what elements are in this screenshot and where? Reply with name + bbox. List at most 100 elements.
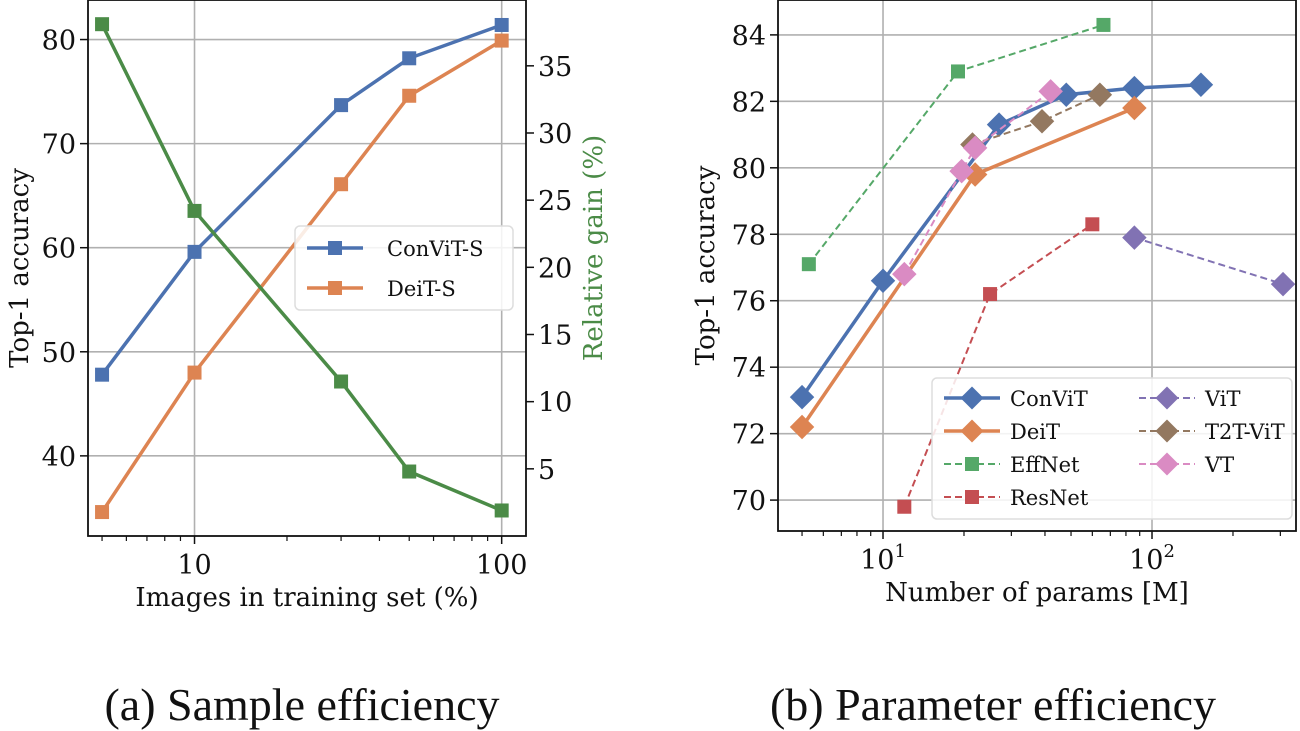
y2-tick-label: 35 (538, 52, 572, 83)
x-tick-label: 101 (860, 541, 906, 576)
data-point-diamond (1122, 225, 1147, 250)
y-tick-label: 60 (42, 234, 76, 265)
legend-item-deit: DeiT (944, 419, 1060, 444)
data-point-square (187, 365, 202, 380)
legend-label: DeiT (1010, 420, 1060, 444)
data-point-diamond (960, 419, 984, 443)
data-point-diamond (1122, 75, 1147, 101)
axes-frame (87, 0, 527, 537)
data-point-diamond (960, 386, 984, 410)
data-point-square (494, 33, 509, 48)
data-point-diamond (1087, 82, 1113, 107)
legend-label: T2T-ViT (1205, 420, 1285, 444)
x-axis-label: Images in training set (%) (135, 583, 478, 613)
data-point-square (983, 287, 998, 302)
y-tick-label: 72 (732, 420, 766, 451)
legend-item-deit-s: DeiT-S (307, 277, 456, 301)
y-tick-label: 80 (42, 26, 76, 57)
y-tick-label: 40 (42, 442, 76, 473)
legend: ConViT-S DeiT-S (294, 225, 514, 311)
legend-label: ConViT-S (387, 237, 484, 261)
data-point-diamond (870, 268, 896, 294)
data-point-square (950, 64, 965, 79)
data-point-square (965, 490, 979, 504)
legend-item-resnet: ResNet (944, 486, 1089, 510)
data-point-square (95, 367, 110, 382)
data-point-diamond (1054, 82, 1079, 107)
data-point-diamond (1155, 419, 1179, 443)
y-tick-label: 74 (732, 353, 766, 384)
legend-label: ConViT (1010, 387, 1088, 411)
series-deit-s (95, 33, 509, 520)
data-point-diamond (1155, 386, 1179, 410)
data-point-square (1085, 217, 1100, 232)
x-tick-label: 102 (1129, 541, 1175, 576)
series-line (903, 223, 1093, 508)
legend-item-t2t-vit: T2T-ViT (1139, 419, 1285, 444)
data-point-square (334, 374, 349, 389)
legend-item-convit-s: ConViT-S (307, 237, 484, 261)
data-point-square (95, 505, 110, 520)
data-point-diamond (789, 414, 815, 440)
y-axis-label: Top-1 accuracy (5, 168, 35, 368)
y-tick-label: 76 (732, 287, 766, 318)
data-point-square (965, 457, 979, 471)
data-point-diamond (1029, 109, 1055, 134)
y2-tick-label: 5 (538, 455, 555, 486)
data-point-square (95, 17, 110, 32)
legend-item-vt: VT (1139, 452, 1234, 477)
legend: ConViT DeiT EffNet ResNet ViT T2T-ViT VT (931, 377, 1293, 520)
series-convit-s (95, 17, 509, 382)
axes-frame (777, 0, 1297, 532)
x-tick-label: 100 (476, 550, 528, 581)
x-tick-exponent: 1 (894, 541, 905, 562)
y2-tick-label: 30 (538, 119, 572, 150)
legend-box (931, 377, 1293, 520)
series-line (903, 90, 1052, 275)
data-point-square (402, 464, 417, 479)
legend-item-vit: ViT (1139, 386, 1241, 411)
legend-label: DeiT-S (387, 277, 456, 301)
y-tick-label: 70 (732, 486, 766, 517)
y-tick-label: 70 (42, 130, 76, 161)
legend-item-effnet: EffNet (944, 453, 1080, 477)
caption-a: (a) Sample efficiency (104, 679, 499, 730)
data-point-diamond (892, 261, 917, 287)
data-point-square (494, 17, 509, 32)
caption-b: (b) Parameter efficiency (770, 679, 1216, 730)
data-point-square (402, 51, 417, 66)
chart-parameter-efficiency: 101 102 70 72 74 76 78 80 82 84 Number of params [… (691, 0, 1297, 608)
x-axis-label: Number of params [M] (885, 578, 1189, 608)
y2-tick-label: 10 (538, 388, 572, 419)
legend-label: EffNet (1010, 453, 1080, 477)
y2-tick-label: 25 (538, 186, 572, 217)
data-point-square (897, 499, 912, 514)
data-point-square (334, 177, 349, 192)
data-point-diamond (962, 135, 988, 161)
data-point-square (187, 203, 202, 218)
series-vt (892, 79, 1063, 287)
y-tick-label: 82 (732, 87, 766, 118)
series-effnet (801, 17, 1111, 272)
data-point-square (328, 281, 342, 295)
data-point-square (328, 241, 342, 255)
data-point-diamond (949, 158, 974, 184)
y-tick-label: 84 (732, 21, 766, 52)
series-relative-gain (95, 17, 509, 518)
data-point-square (1096, 17, 1111, 32)
data-point-square (494, 503, 509, 518)
chart-sample-efficiency: 10 100 40 50 60 70 80 5 10 15 20 25 30 35 Images in tr… (5, 0, 609, 613)
data-point-diamond (789, 384, 815, 410)
data-point-diamond (1122, 95, 1147, 121)
data-point-diamond (1188, 72, 1214, 97)
series-resnet (897, 217, 1100, 514)
data-point-diamond (1270, 271, 1296, 297)
y2-tick-label: 15 (538, 320, 572, 351)
y2-axis-label: Relative gain (%) (579, 135, 609, 361)
y-axis-label: Top-1 accuracy (691, 165, 721, 365)
y-tick-label: 80 (732, 154, 766, 185)
y2-tick-label: 20 (538, 253, 572, 284)
x-tick-exponent: 2 (1163, 541, 1174, 562)
data-point-square (801, 257, 816, 272)
data-point-diamond (1038, 79, 1063, 104)
